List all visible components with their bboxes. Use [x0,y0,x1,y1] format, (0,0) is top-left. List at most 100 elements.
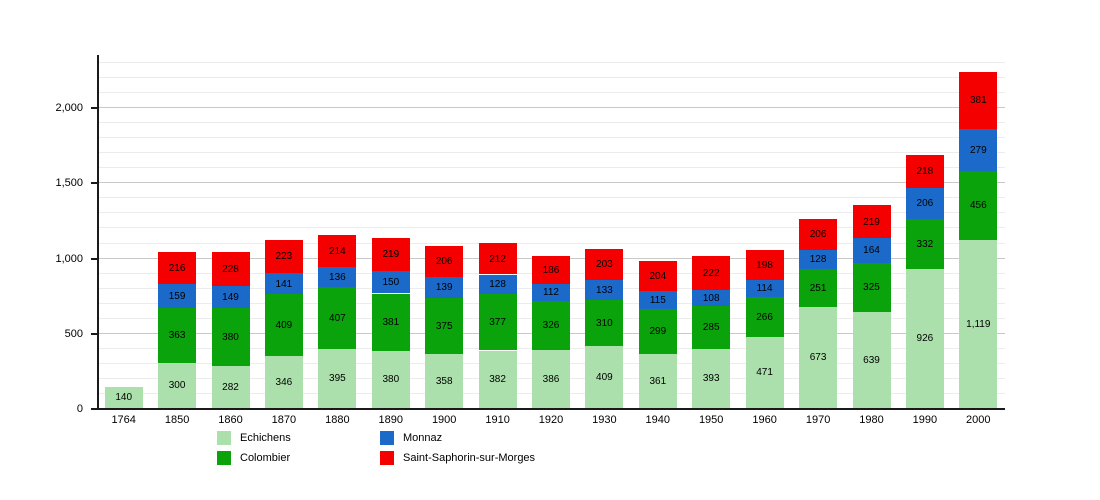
bar-segment-monnaz: 133 [585,279,624,300]
bar-segment-saint-saphorin-sur-morges: 212 [478,242,517,275]
bar-segment-colombier: 377 [478,293,517,351]
bar-segment-monnaz: 112 [532,284,570,301]
legend-label: Monnaz [403,432,443,444]
x-tick-label: 1980 [859,414,884,426]
segment-value-label: 139 [435,282,453,294]
x-tick-label: 1870 [271,414,297,426]
segment-value-label: 251 [809,282,827,294]
bar-segment-saint-saphorin-sur-morges: 222 [692,256,731,290]
segment-value-label: 380 [222,331,239,343]
bar-segment-echichens: 639 [852,311,891,408]
segment-value-label: 395 [329,373,346,385]
bar-segment-saint-saphorin-sur-morges: 219 [852,205,891,239]
bar-segment-colombier: 381 [371,293,410,351]
y-tick-mark [91,107,97,109]
bar-segment-saint-saphorin-sur-morges: 204 [638,260,677,292]
segment-value-label: 219 [863,216,880,228]
bar-segment-echichens: 140 [104,386,143,408]
segment-value-label: 926 [916,333,934,345]
bar-segment-monnaz: 164 [852,238,891,263]
bar-segment-colombier: 332 [905,218,944,269]
y-tick-mark [91,408,97,410]
bar-segment-colombier: 299 [638,308,677,354]
bar-segment-saint-saphorin-sur-morges: 214 [318,234,357,267]
bar-segment-monnaz: 108 [692,289,731,306]
segment-value-label: 471 [756,367,773,379]
bar-segment-echichens: 346 [264,355,303,408]
segment-value-label: 133 [596,284,613,296]
segment-value-label: 115 [649,295,666,307]
x-tick-label: 1990 [912,414,938,426]
x-tick-label: 1910 [485,414,510,426]
x-tick-label: 1960 [752,414,777,426]
segment-value-label: 639 [863,354,880,366]
segment-value-label: 409 [596,372,613,384]
x-axis-line [95,408,1005,410]
segment-value-label: 149 [222,292,239,304]
segment-value-label: 358 [435,375,453,387]
segment-value-label: 222 [702,267,720,279]
bar-segment-monnaz: 141 [264,273,303,295]
bar-segment-saint-saphorin-sur-morges: 216 [158,251,197,285]
segment-value-label: 212 [489,253,506,265]
x-tick-label: 1764 [111,414,136,426]
bar-segment-echichens: 382 [478,350,517,408]
x-tick-label: 2000 [966,414,991,426]
bar-segment-echichens: 673 [799,306,838,408]
bar-segment-saint-saphorin-sur-morges: 206 [425,245,464,277]
y-tick-mark [91,257,97,260]
bar-segment-monnaz: 279 [959,129,998,171]
segment-value-label: 159 [168,291,186,303]
bar-segment-echichens: 926 [905,268,944,408]
segment-value-label: 114 [756,283,773,295]
bar-segment-echichens: 282 [211,365,250,408]
segment-value-label: 382 [489,374,506,386]
x-tick-label: 1860 [218,414,243,426]
bar-segment-monnaz: 114 [745,279,784,298]
segment-value-label: 375 [435,320,453,332]
segment-value-label: 325 [863,282,880,294]
segment-value-label: 381 [382,317,400,329]
segment-value-label: 141 [275,278,293,290]
y-tick-label: 1,000 [55,252,83,265]
segment-value-label: 377 [489,317,506,329]
x-tick-label: 1880 [325,414,350,426]
segment-value-label: 140 [115,392,133,404]
bar-segment-colombier: 326 [532,300,570,350]
segment-value-label: 673 [809,352,827,364]
segment-value-label: 310 [596,318,613,330]
bar-segment-echichens: 471 [745,337,784,408]
segment-value-label: 299 [649,326,667,338]
legend-swatch-saint-saphorin-sur-morges [380,451,394,465]
segment-value-label: 206 [916,198,934,210]
segment-value-label: 409 [275,320,293,332]
minor-gridline [99,76,1005,78]
bar-segment-saint-saphorin-sur-morges: 218 [905,154,944,188]
bar-segment-colombier: 363 [158,308,197,363]
segment-value-label: 393 [702,373,720,385]
bar-segment-monnaz: 128 [478,274,517,294]
segment-value-label: 108 [702,292,720,304]
segment-value-label: 326 [542,320,560,332]
major-gridline [99,182,1005,184]
segment-value-label: 223 [275,251,293,263]
y-tick-mark [91,182,97,185]
x-tick-label: 1970 [805,414,831,426]
segment-value-label: 407 [329,312,346,324]
legend-label: Saint-Saphorin-sur-Morges [403,452,536,464]
bar-segment-monnaz: 149 [211,285,250,309]
bar-segment-monnaz: 159 [158,284,197,309]
segment-value-label: 332 [916,238,934,250]
minor-gridline [99,242,1005,244]
y-tick-label: 500 [64,327,83,340]
minor-gridline [99,167,1005,169]
segment-value-label: 380 [382,374,400,386]
segment-value-label: 228 [222,263,239,275]
segment-value-label: 203 [596,259,613,271]
segment-value-label: 206 [435,256,453,268]
segment-value-label: 219 [382,249,400,261]
segment-value-label: 206 [809,229,827,241]
x-tick-label: 1940 [645,414,671,426]
y-axis-line [97,55,99,410]
